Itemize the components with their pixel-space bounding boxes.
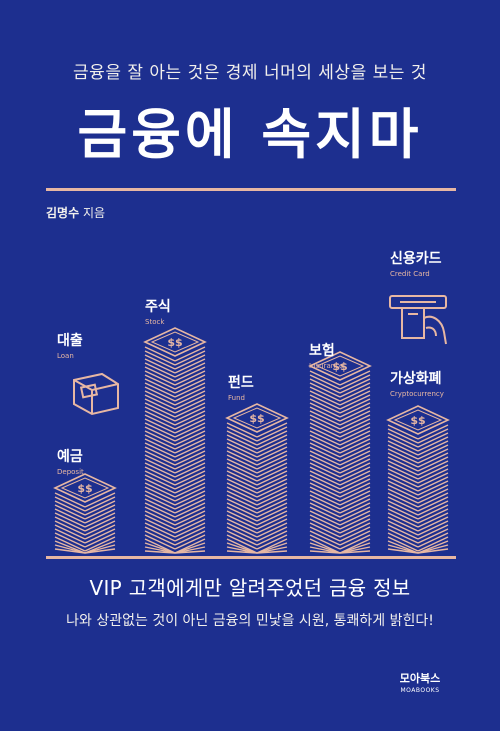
credit-card-icon	[389, 295, 447, 345]
category-stock-en: Stock	[145, 318, 165, 326]
insurance-stack: $$	[308, 351, 372, 554]
stacks-group: $$ $$ $$ $$ $$	[53, 327, 450, 554]
deposit-stack: $$	[53, 473, 117, 554]
deposit-stack-dollar-icon: $$	[77, 482, 92, 495]
tagline-main: VIP 고객에게만 알려주었던 금융 정보	[89, 576, 411, 600]
category-fund-ko: 펀드	[228, 375, 254, 391]
tagline-sub: 나와 상관없는 것이 아닌 금융의 민낯을 시원, 통쾌하게 밝힌다!	[66, 613, 434, 629]
category-insurance-ko: 보험	[309, 343, 335, 359]
category-crypto-ko: 가상화폐	[390, 371, 442, 387]
category-credit-card: 신용카드 Credit Card	[390, 248, 442, 278]
top-divider	[46, 188, 456, 191]
atm-cash-icon	[73, 372, 119, 416]
category-fund: 펀드 Fund	[228, 372, 254, 402]
category-deposit-en: Deposit	[57, 468, 84, 476]
category-credit-ko: 신용카드	[390, 251, 442, 267]
category-crypto-en: Cryptocurrency	[390, 390, 444, 398]
category-credit-en: Credit Card	[390, 270, 430, 278]
fund-stack: $$	[225, 403, 289, 554]
category-stock: 주식 Stock	[145, 296, 171, 326]
stock-stack: $$	[143, 327, 207, 554]
book-title: 금융에 속지마	[77, 102, 423, 166]
author-line: 김명수 지음	[46, 204, 105, 221]
category-deposit: 예금 Deposit	[57, 446, 84, 476]
crypto-stack: $$	[386, 405, 450, 554]
category-deposit-ko: 예금	[57, 449, 83, 465]
category-loan-ko: 대출	[57, 333, 83, 349]
category-stock-ko: 주식	[145, 299, 171, 315]
insurance-stack-dollar-icon: $$	[332, 360, 347, 373]
category-insurance-en: Insurance	[309, 362, 344, 370]
stock-stack-dollar-icon: $$	[167, 336, 182, 349]
fund-stack-dollar-icon: $$	[249, 412, 264, 425]
category-insurance: 보험 Insurance	[309, 340, 343, 370]
author-role: 지음	[82, 206, 106, 220]
baseline-divider	[46, 556, 456, 559]
category-loan: 대출 Loan	[57, 330, 83, 360]
publisher-ko: 모아북스	[399, 672, 441, 685]
category-crypto: 가상화폐 Cryptocurrency	[390, 368, 444, 398]
category-fund-en: Fund	[228, 394, 245, 402]
author-name: 김명수	[46, 206, 80, 220]
crypto-stack-dollar-icon: $$	[410, 414, 425, 427]
category-loan-en: Loan	[57, 352, 74, 360]
publisher-en: MOABOOKS	[400, 687, 440, 694]
publisher-logo: 모아북스 MOABOOKS	[380, 670, 460, 694]
book-subtitle: 금융을 잘 아는 것은 경제 너머의 세상을 보는 것	[73, 63, 427, 83]
